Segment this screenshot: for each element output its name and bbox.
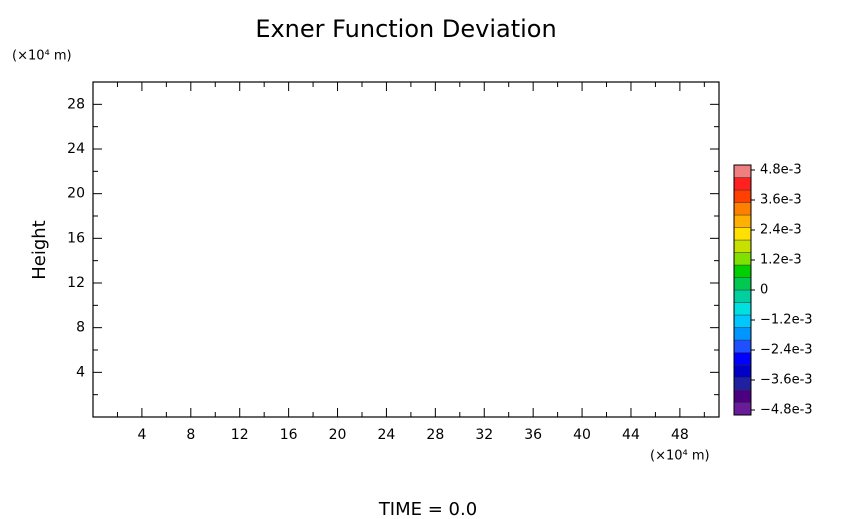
x-tick-label: 40: [573, 427, 591, 443]
colorbar-band: [733, 239, 752, 253]
y-tick-label: 12: [67, 275, 85, 291]
colorbar-band: [733, 364, 752, 378]
colorbar-tick-label: −1.2e-3: [760, 313, 813, 328]
colorbar-tick-label: 4.8e-3: [760, 163, 802, 178]
colorbar-band: [733, 402, 752, 416]
y-tick-label: 4: [76, 364, 85, 380]
colorbar-tick-label: 3.6e-3: [760, 193, 802, 208]
x-tick-label: 12: [231, 427, 249, 443]
x-tick-label: 24: [378, 427, 396, 443]
x-unit: (×10⁴ m): [650, 449, 710, 464]
colorbar-band: [733, 164, 752, 178]
colorbar-band: [733, 352, 752, 366]
colorbar-band: [733, 227, 752, 241]
colorbar-band: [733, 327, 752, 341]
footer: TIME = 0.0: [378, 499, 477, 519]
colorbar-tick-label: −4.8e-3: [760, 403, 813, 418]
colorbar-band: [733, 252, 752, 266]
chart-title: Exner Function Deviation: [255, 15, 556, 43]
x-tick-label: 28: [426, 427, 444, 443]
colorbar-band: [733, 289, 752, 303]
colorbar-band: [733, 314, 752, 328]
colorbar-band: [733, 177, 752, 191]
y-tick-label: 8: [76, 320, 85, 336]
colorbar-tick-label: 1.2e-3: [760, 253, 802, 268]
colorbar-band: [733, 389, 752, 403]
colorbar-tick-label: 2.4e-3: [760, 223, 802, 238]
x-tick-label: 36: [524, 427, 542, 443]
x-tick-label: 20: [329, 427, 347, 443]
colorbar-band: [733, 277, 752, 291]
y-tick-label: 20: [67, 186, 85, 202]
y-axis-label: Height: [29, 220, 50, 280]
y-unit: (×10⁴ m): [12, 49, 72, 64]
x-tick-label: 44: [622, 427, 640, 443]
x-tick-label: 16: [280, 427, 298, 443]
y-tick-label: 28: [67, 96, 85, 112]
colorbar-band: [733, 189, 752, 203]
colorbar-band: [733, 214, 752, 228]
colorbar-tick-label: −3.6e-3: [760, 373, 813, 388]
colorbar-band: [733, 202, 752, 216]
colorbar-tick-label: 0: [760, 283, 768, 298]
colorbar-band: [733, 264, 752, 278]
plot-frame: [92, 81, 720, 418]
y-tick-label: 24: [67, 141, 85, 157]
colorbar-band: [733, 339, 752, 353]
colorbar-band: [733, 302, 752, 316]
x-tick-label: 8: [186, 427, 195, 443]
colorbar-band: [733, 377, 752, 391]
x-tick-label: 4: [137, 427, 146, 443]
x-tick-label: 48: [671, 427, 689, 443]
y-tick-label: 16: [67, 230, 85, 246]
x-tick-label: 32: [475, 427, 493, 443]
colorbar-tick-label: −2.4e-3: [760, 343, 813, 358]
